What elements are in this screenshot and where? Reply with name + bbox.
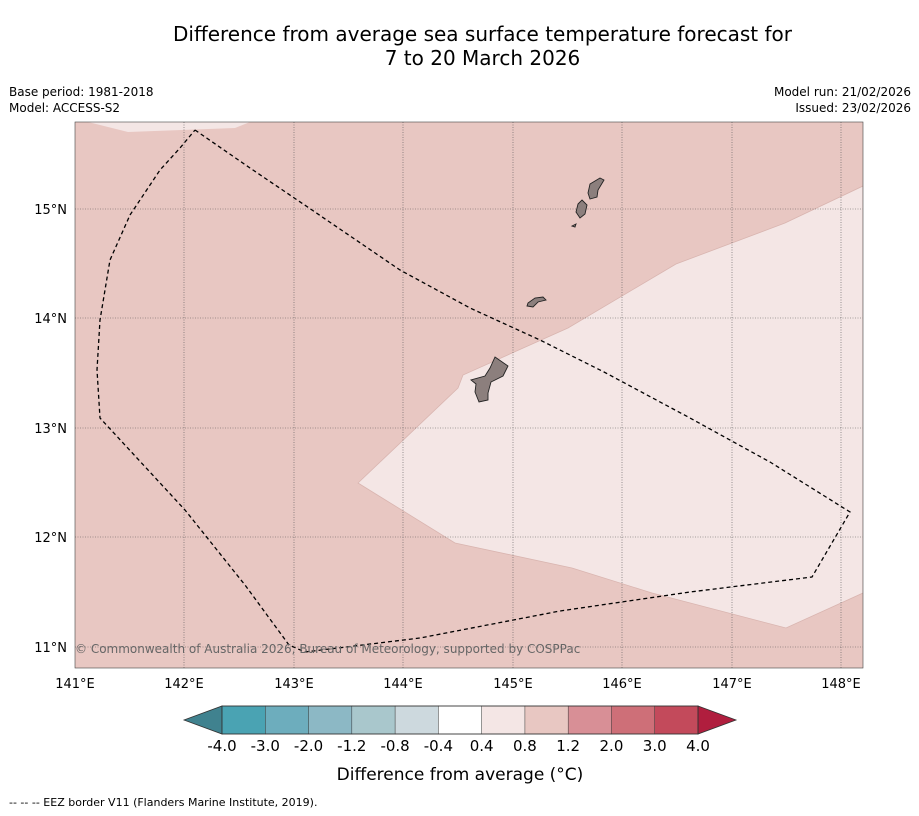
colorbar-under-arrow: [182, 705, 223, 735]
lon-label: 144°E: [383, 677, 423, 692]
colorbar-cell: [654, 705, 699, 735]
lon-label: 146°E: [602, 677, 642, 692]
lat-label: 11°N: [34, 641, 67, 656]
title-line-2: 7 to 20 March 2026: [384, 46, 581, 70]
colorbar-cells: [221, 705, 699, 735]
guam-island: [470, 356, 509, 403]
colorbar-tick: -3.0: [251, 737, 280, 755]
colorbar-cell: [351, 705, 396, 735]
colorbar-tick: 3.0: [643, 737, 667, 755]
lon-label: 147°E: [712, 677, 752, 692]
longitude-labels: 141°E 142°E 143°E 144°E 145°E 146°E 147°…: [55, 677, 861, 692]
colorbar-cell: [265, 705, 310, 735]
lon-label: 143°E: [274, 677, 314, 692]
colorbar-tick: 4.0: [686, 737, 710, 755]
base-period: Base period: 1981-2018: [9, 85, 154, 99]
colorbar-cell: [611, 705, 656, 735]
land-masses: [470, 177, 605, 403]
colorbar-cell: [438, 705, 483, 735]
model-name: Model: ACCESS-S2: [9, 101, 121, 115]
colorbar-tick: -0.8: [380, 737, 409, 755]
colorbar-cell: [567, 705, 613, 735]
eez-border: [96, 129, 851, 653]
colorbar-tick: -0.4: [424, 737, 453, 755]
rota-island: [526, 296, 547, 308]
colorbar: -4.0 -3.0 -2.0 -1.2 -0.8 -0.4 0.4 0.8 1.2 2.0 3.0 4…: [182, 705, 738, 785]
colorbar-cell: [221, 705, 266, 735]
issued-date: Issued: 23/02/2026: [795, 101, 911, 115]
colorbar-cell: [524, 705, 569, 735]
lat-label: 15°N: [34, 203, 67, 218]
meta-left: Base period: 1981-2018 Model: ACCESS-S2: [9, 84, 154, 116]
copyright-text: © Commonwealth of Australia 2026, Bureau…: [75, 642, 580, 656]
colorbar-cell: [308, 705, 353, 735]
graticule: [75, 122, 863, 668]
colorbar-frame: [221, 705, 699, 735]
map-frame: [74, 121, 864, 669]
colorbar-tick: -1.2: [337, 737, 366, 755]
colorbar-tick: 0.8: [513, 737, 537, 755]
saipan-island: [587, 177, 605, 200]
lat-label: 12°N: [34, 531, 67, 546]
colorbar-over-arrow: [697, 705, 738, 735]
latitude-labels: 15°N 14°N 13°N 12°N 11°N: [34, 203, 67, 656]
anomaly-band-0-4-to-0-8: [357, 185, 863, 629]
colorbar-tick: 1.2: [556, 737, 580, 755]
colorbar-tick: -4.0: [207, 737, 236, 755]
lon-label: 148°E: [821, 677, 861, 692]
lon-label: 145°E: [493, 677, 533, 692]
colorbar-tick-labels: -4.0 -3.0 -2.0 -1.2 -0.8 -0.4 0.4 0.8 1.2 2.0 3.0 4…: [207, 737, 710, 755]
tinian-island: [575, 199, 588, 219]
colorbar-cell: [481, 705, 526, 735]
colorbar-tick: -2.0: [294, 737, 323, 755]
title-line-1: Difference from average sea surface temp…: [172, 22, 792, 46]
aguijan-island: [570, 223, 577, 228]
chart-title: Difference from average sea surface temp…: [120, 22, 845, 70]
lat-label: 13°N: [34, 422, 67, 437]
lon-label: 142°E: [164, 677, 204, 692]
colorbar-label: Difference from average (°C): [337, 765, 584, 785]
anomaly-band-top-sliver: [88, 122, 250, 132]
meta-right: Model run: 21/02/2026 Issued: 23/02/2026: [774, 84, 911, 116]
model-run: Model run: 21/02/2026: [773, 85, 911, 99]
footnote: -- -- -- EEZ border V11 (Flanders Marine…: [9, 796, 318, 809]
colorbar-cell: [394, 705, 440, 735]
lon-label: 141°E: [55, 677, 95, 692]
colorbar-tick: 0.4: [470, 737, 494, 755]
lat-label: 14°N: [34, 312, 67, 327]
colorbar-tick: 2.0: [600, 737, 624, 755]
